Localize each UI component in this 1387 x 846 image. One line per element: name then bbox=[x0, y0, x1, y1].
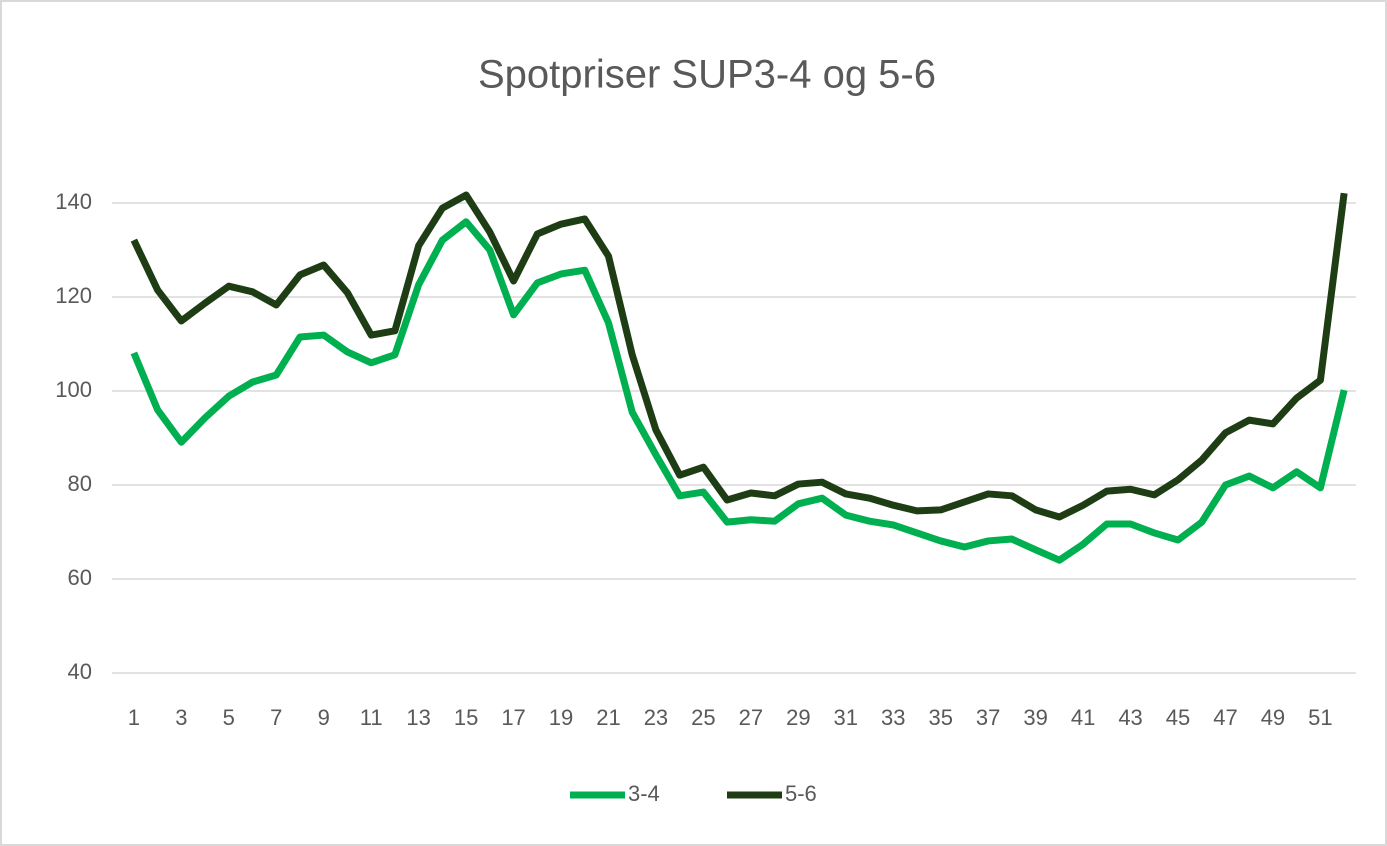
x-tick-label: 23 bbox=[644, 705, 668, 730]
x-tick-label: 15 bbox=[454, 705, 478, 730]
y-tick-label: 40 bbox=[68, 659, 92, 684]
legend-label: 3-4 bbox=[628, 781, 660, 806]
x-tick-label: 43 bbox=[1118, 705, 1142, 730]
x-tick-label: 1 bbox=[128, 705, 140, 730]
x-tick-label: 45 bbox=[1166, 705, 1190, 730]
x-tick-label: 27 bbox=[739, 705, 763, 730]
x-tick-label: 13 bbox=[406, 705, 430, 730]
x-tick-label: 3 bbox=[175, 705, 187, 730]
y-tick-label: 60 bbox=[68, 565, 92, 590]
x-tick-label: 33 bbox=[881, 705, 905, 730]
x-tick-label: 41 bbox=[1071, 705, 1095, 730]
x-tick-label: 31 bbox=[834, 705, 858, 730]
series-line bbox=[130, 191, 1348, 521]
x-tick-label: 37 bbox=[976, 705, 1000, 730]
x-tick-label: 9 bbox=[318, 705, 330, 730]
y-tick-label: 120 bbox=[55, 283, 92, 308]
x-tick-label: 49 bbox=[1261, 705, 1285, 730]
x-tick-label: 21 bbox=[596, 705, 620, 730]
x-tick-label: 19 bbox=[549, 705, 573, 730]
y-tick-label: 100 bbox=[55, 377, 92, 402]
x-tick-label: 11 bbox=[360, 705, 383, 730]
chart-title: Spotpriser SUP3-4 og 5-6 bbox=[478, 53, 936, 97]
x-tick-label: 35 bbox=[928, 705, 952, 730]
x-tick-label: 29 bbox=[786, 705, 810, 730]
x-tick-label: 47 bbox=[1213, 705, 1237, 730]
series-line bbox=[130, 218, 1348, 564]
x-tick-label: 51 bbox=[1308, 705, 1332, 730]
x-tick-label: 17 bbox=[501, 705, 525, 730]
x-tick-label: 5 bbox=[223, 705, 235, 730]
x-tick-label: 7 bbox=[270, 705, 282, 730]
legend-label: 5-6 bbox=[785, 781, 817, 806]
x-tick-label: 39 bbox=[1023, 705, 1047, 730]
y-tick-label: 80 bbox=[68, 471, 92, 496]
x-tick-label: 25 bbox=[691, 705, 715, 730]
y-tick-label: 140 bbox=[55, 189, 92, 214]
